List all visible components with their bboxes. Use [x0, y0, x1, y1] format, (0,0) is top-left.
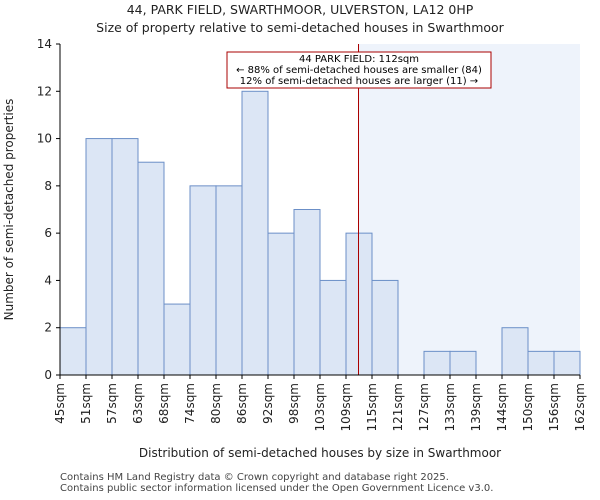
annotation-line-2: ← 88% of semi-detached houses are smalle…	[236, 65, 482, 76]
bar-144sqm	[501, 327, 529, 376]
bar-86sqm	[241, 90, 269, 376]
x-tick-label: 86sqm	[235, 383, 249, 424]
y-tick-label: 12	[37, 84, 52, 98]
bar-63sqm	[137, 161, 165, 376]
x-tick-label: 74sqm	[183, 383, 197, 424]
x-axis-label: Distribution of semi-detached houses by …	[139, 446, 501, 460]
x-tick-label: 68sqm	[157, 383, 171, 424]
x-tick-label: 139sqm	[469, 383, 483, 431]
bar-127sqm	[423, 350, 451, 376]
y-tick-label: 4	[44, 273, 52, 287]
bar-68sqm	[163, 303, 191, 376]
footer-line-1: Contains HM Land Registry data © Crown c…	[60, 472, 449, 483]
bar-150sqm	[527, 350, 555, 376]
bar-103sqm	[319, 279, 347, 376]
x-tick-label: 92sqm	[261, 383, 275, 424]
bar-80sqm	[215, 185, 243, 376]
y-tick-label: 10	[37, 132, 52, 146]
y-ticks-group: 0 2 4 6 8 10 12 14	[37, 37, 60, 382]
bar-98sqm	[293, 209, 321, 376]
bar-51sqm	[85, 138, 113, 376]
bar-115sqm	[371, 279, 399, 376]
x-tick-label: 115sqm	[365, 383, 379, 431]
y-tick-label: 0	[44, 368, 52, 382]
x-tick-label: 162sqm	[573, 383, 587, 431]
x-tick-label: 98sqm	[287, 383, 301, 424]
bar-92sqm	[267, 232, 295, 376]
footer-attribution: Contains HM Land Registry data © Crown c…	[60, 472, 493, 494]
x-tick-label: 127sqm	[417, 383, 431, 431]
bar-133sqm	[449, 350, 477, 376]
x-tick-label: 103sqm	[313, 383, 327, 431]
x-tick-label: 57sqm	[105, 383, 119, 424]
x-tick-label: 63sqm	[131, 383, 145, 424]
annotation-frame	[226, 51, 492, 89]
x-tick-label: 133sqm	[443, 383, 457, 431]
y-tick-label: 6	[44, 226, 52, 240]
x-tick-label: 144sqm	[495, 383, 509, 431]
footer-line-2: Contains public sector information licen…	[60, 483, 494, 494]
annotation-line-3: 12% of semi-detached houses are larger (…	[240, 76, 478, 87]
x-tick-label: 156sqm	[547, 383, 561, 431]
bar-74sqm	[189, 185, 217, 376]
x-ticks-group: 45sqm 51sqm 57sqm 63sqm 68sqm 74sqm 80sqm 86sqm…	[53, 375, 587, 431]
x-tick-label: 80sqm	[209, 383, 223, 424]
y-tick-label: 2	[44, 321, 52, 335]
chart-subtitle: Size of property relative to semi-detach…	[96, 20, 504, 35]
chart-title-address: 44, PARK FIELD, SWARTHMOOR, ULVERSTON, L…	[126, 2, 474, 17]
x-tick-label: 51sqm	[79, 383, 93, 424]
y-axis-label: Number of semi-detached properties	[2, 99, 16, 321]
x-tick-label: 109sqm	[339, 383, 353, 431]
bar-57sqm	[111, 138, 139, 376]
x-tick-label: 121sqm	[391, 383, 405, 431]
annotation-box: 44 PARK FIELD: 112sqm ← 88% of semi-deta…	[226, 51, 492, 89]
bars-group	[59, 90, 581, 376]
y-tick-label: 14	[37, 37, 52, 51]
x-tick-label: 45sqm	[53, 383, 67, 424]
bar-156sqm	[553, 350, 581, 376]
bar-45sqm	[59, 327, 87, 376]
annotation-line-1: 44 PARK FIELD: 112sqm	[299, 54, 419, 65]
x-tick-label: 150sqm	[521, 383, 535, 431]
y-tick-label: 8	[44, 179, 52, 193]
